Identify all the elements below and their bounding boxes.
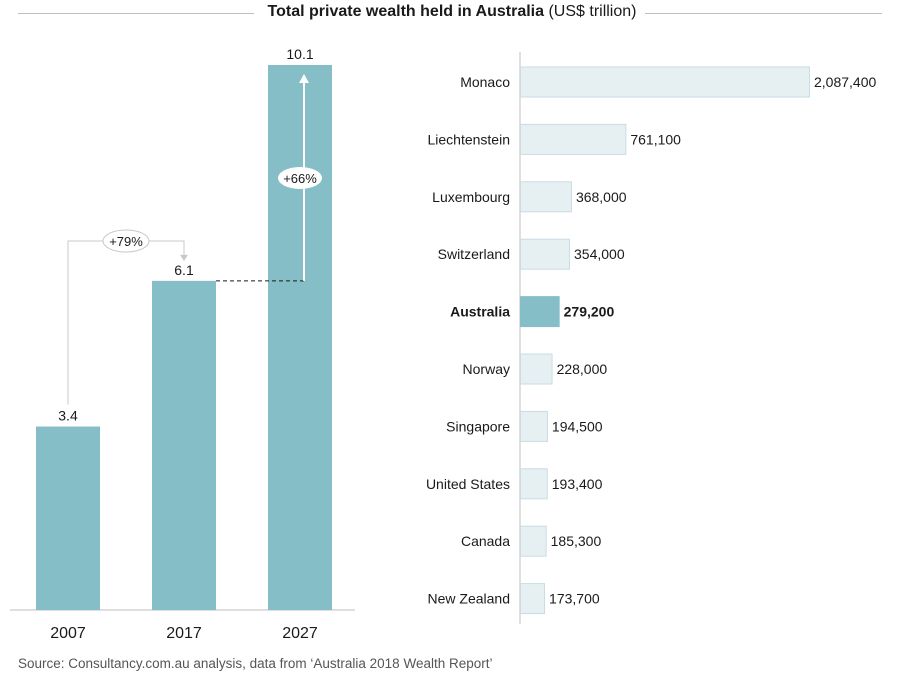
- country-bar-singapore: [520, 410, 548, 442]
- growth-badge-66: [278, 167, 322, 189]
- wealth-bar-2017: [152, 280, 216, 610]
- year-tick-label: 2007: [50, 625, 86, 642]
- country-label: Australia: [450, 304, 510, 320]
- chart-title: Total private wealth held in Australia (…: [262, 3, 642, 21]
- country-bar-norway: [520, 353, 553, 385]
- wealth-value-label: 6.1: [174, 262, 194, 278]
- country-value-label: 228,000: [557, 361, 608, 377]
- country-bar-monaco: [520, 66, 810, 98]
- country-label: Monaco: [460, 74, 510, 90]
- country-label: Liechtenstein: [427, 131, 510, 147]
- country-value-label: 185,300: [551, 533, 602, 549]
- wealth-bar-2027: [268, 65, 332, 610]
- title-rule-left: [18, 13, 254, 14]
- growth-badge-79: [102, 229, 150, 253]
- growth-label-66: +66%: [283, 171, 317, 186]
- country-label: Norway: [463, 361, 510, 377]
- country-label: New Zealand: [428, 591, 511, 607]
- country-value-label: 173,700: [549, 591, 600, 607]
- wealth-bar-2007: [36, 426, 100, 610]
- country-bar-new-zealand: [520, 583, 546, 615]
- country-bar-united-states: [520, 468, 548, 500]
- country-bar-canada: [520, 525, 547, 557]
- growth-arrowhead-2027: [299, 74, 309, 83]
- country-label: Switzerland: [438, 246, 510, 262]
- country-bar-switzerland: [520, 238, 571, 270]
- country-value-label: 368,000: [576, 189, 627, 205]
- growth-arrowhead-2017: [180, 254, 188, 261]
- country-label: Canada: [461, 533, 510, 549]
- source-note: Source: Consultancy.com.au analysis, dat…: [18, 656, 493, 671]
- year-tick-label: 2027: [282, 625, 318, 642]
- country-label: Luxembourg: [432, 189, 510, 205]
- country-label: Singapore: [446, 418, 510, 434]
- wealth-value-label: 3.4: [58, 408, 78, 424]
- title-row: Total private wealth held in Australia (…: [0, 0, 900, 28]
- chart-title-main: Total private wealth held in Australia: [267, 3, 545, 20]
- country-bar-liechtenstein: [520, 123, 627, 155]
- country-value-label: 279,200: [564, 304, 615, 320]
- year-tick-label: 2017: [166, 625, 202, 642]
- growth-label-79: +79%: [109, 234, 143, 249]
- country-value-label: 2,087,400: [814, 74, 876, 90]
- wealth-value-label: 10.1: [286, 46, 313, 62]
- country-bar-luxembourg: [520, 181, 572, 213]
- country-bar-australia: [520, 296, 560, 328]
- title-rule-right: [645, 13, 882, 14]
- country-value-label: 193,400: [552, 476, 603, 492]
- chart-title-unit: (US$ trillion): [548, 3, 637, 20]
- country-label: United States: [426, 476, 510, 492]
- country-value-label: 761,100: [630, 131, 681, 147]
- country-value-label: 354,000: [574, 246, 625, 262]
- country-value-label: 194,500: [552, 418, 603, 434]
